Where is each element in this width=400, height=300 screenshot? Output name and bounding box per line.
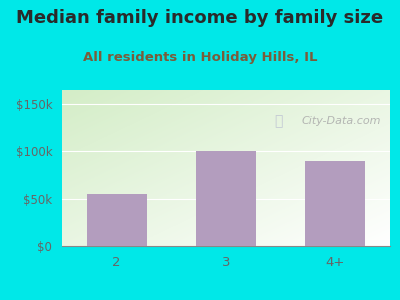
Text: ⓘ: ⓘ: [274, 114, 283, 128]
Bar: [196, 152, 256, 246]
Bar: [305, 161, 366, 246]
Text: City-Data.com: City-Data.com: [302, 116, 381, 126]
Text: Median family income by family size: Median family income by family size: [16, 9, 384, 27]
Bar: [86, 194, 147, 246]
Text: All residents in Holiday Hills, IL: All residents in Holiday Hills, IL: [83, 51, 317, 64]
